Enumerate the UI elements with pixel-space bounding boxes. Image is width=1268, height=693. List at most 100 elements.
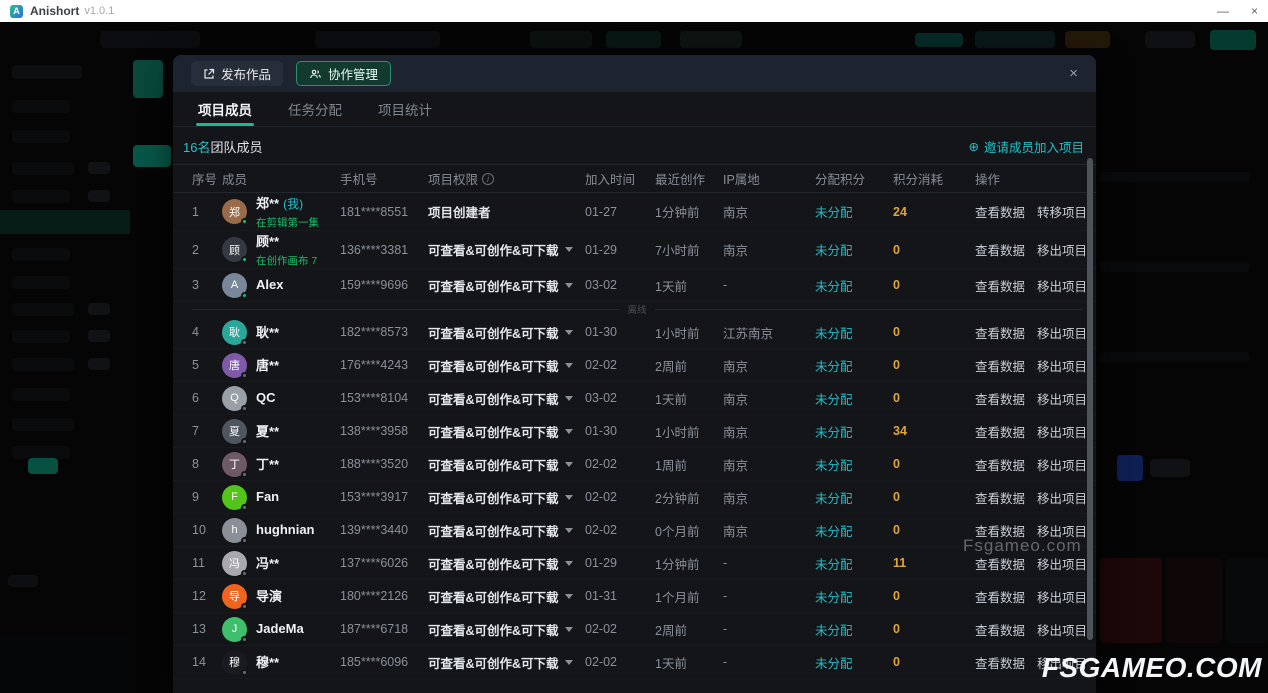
chevron-down-icon bbox=[565, 594, 573, 599]
invite-member-link[interactable]: ⊕ 邀请成员加入项目 bbox=[969, 137, 1085, 156]
tab-task-assignment[interactable]: 任务分配 bbox=[288, 92, 342, 126]
view-data-link[interactable]: 查看数据 bbox=[975, 587, 1025, 606]
remove-project-link[interactable]: 移出项目 bbox=[1037, 240, 1087, 259]
allocated-points[interactable]: 未分配 bbox=[815, 554, 893, 573]
view-data-link[interactable]: 查看数据 bbox=[975, 488, 1025, 507]
avatar: 丁 bbox=[222, 452, 247, 477]
row-number: 2 bbox=[192, 243, 222, 257]
allocated-points[interactable]: 未分配 bbox=[815, 455, 893, 474]
permission-dropdown[interactable]: 可查看&可创作&可下载 bbox=[428, 488, 585, 507]
remove-project-link[interactable]: 移出项目 bbox=[1037, 323, 1087, 342]
allocated-points[interactable]: 未分配 bbox=[815, 653, 893, 672]
minimize-button[interactable]: — bbox=[1217, 5, 1229, 17]
remove-project-link[interactable]: 移出项目 bbox=[1037, 422, 1087, 441]
ip-location: 江苏南京 bbox=[723, 323, 815, 342]
remove-project-link[interactable]: 移出项目 bbox=[1037, 587, 1087, 606]
view-data-link[interactable]: 查看数据 bbox=[975, 422, 1025, 441]
publish-work-button[interactable]: 发布作品 bbox=[191, 61, 283, 86]
remove-project-link[interactable]: 移出项目 bbox=[1037, 276, 1087, 295]
permission-dropdown[interactable]: 可查看&可创作&可下载 bbox=[428, 389, 585, 408]
actions-cell: 查看数据移出项目 bbox=[975, 276, 1087, 295]
permission-dropdown[interactable]: 可查看&可创作&可下载 bbox=[428, 620, 585, 639]
tab-project-members[interactable]: 项目成员 bbox=[198, 92, 252, 126]
recent-activity: 0个月前 bbox=[655, 521, 723, 540]
remove-project-link[interactable]: 移出项目 bbox=[1037, 389, 1087, 408]
points-consumed: 0 bbox=[893, 490, 975, 504]
join-date: 01-31 bbox=[585, 589, 655, 603]
allocated-points[interactable]: 未分配 bbox=[815, 202, 893, 221]
permission-dropdown[interactable]: 可查看&可创作&可下载 bbox=[428, 554, 585, 573]
view-data-link[interactable]: 查看数据 bbox=[975, 202, 1025, 221]
allocated-points[interactable]: 未分配 bbox=[815, 620, 893, 639]
view-data-link[interactable]: 查看数据 bbox=[975, 356, 1025, 375]
app-name: Anishort bbox=[30, 4, 79, 18]
avatar: 夏 bbox=[222, 419, 247, 444]
column-header: 序号 bbox=[192, 169, 222, 188]
scrollbar-thumb[interactable] bbox=[1087, 158, 1093, 640]
member-name-line: 夏** bbox=[256, 421, 279, 441]
modal-close-icon[interactable]: × bbox=[1065, 63, 1082, 84]
view-data-link[interactable]: 查看数据 bbox=[975, 389, 1025, 408]
allocated-points[interactable]: 未分配 bbox=[815, 276, 893, 295]
permission-dropdown[interactable]: 可查看&可创作&可下载 bbox=[428, 587, 585, 606]
member-name-block: 冯** bbox=[256, 553, 279, 573]
table-row: 8丁丁**188****3520可查看&可创作&可下载02-021周前南京未分配… bbox=[173, 448, 1096, 481]
remove-project-link[interactable]: 移出项目 bbox=[1037, 455, 1087, 474]
allocated-points[interactable]: 未分配 bbox=[815, 240, 893, 259]
permission-dropdown[interactable]: 可查看&可创作&可下载 bbox=[428, 356, 585, 375]
join-date: 02-02 bbox=[585, 655, 655, 669]
ip-location: - bbox=[723, 622, 815, 636]
allocated-points[interactable]: 未分配 bbox=[815, 488, 893, 507]
permission-dropdown[interactable]: 可查看&可创作&可下载 bbox=[428, 521, 585, 540]
ip-location: 南京 bbox=[723, 488, 815, 507]
close-window-button[interactable]: × bbox=[1251, 5, 1258, 17]
view-data-link[interactable]: 查看数据 bbox=[975, 653, 1025, 672]
chevron-down-icon bbox=[565, 528, 573, 533]
member-cell: 丁丁** bbox=[222, 452, 340, 477]
publish-work-label: 发布作品 bbox=[221, 64, 271, 83]
view-data-link[interactable]: 查看数据 bbox=[975, 554, 1025, 573]
permission-dropdown[interactable]: 可查看&可创作&可下载 bbox=[428, 455, 585, 474]
app-logo-icon: A bbox=[10, 5, 23, 18]
view-data-link[interactable]: 查看数据 bbox=[975, 276, 1025, 295]
view-data-link[interactable]: 查看数据 bbox=[975, 455, 1025, 474]
collab-manage-button[interactable]: 协作管理 bbox=[296, 61, 391, 86]
permission-dropdown[interactable]: 可查看&可创作&可下载 bbox=[428, 240, 585, 259]
remove-project-link[interactable]: 转移项目 bbox=[1037, 202, 1087, 221]
row-number: 6 bbox=[192, 391, 222, 405]
offline-dot bbox=[241, 438, 248, 445]
member-cell: 穆穆** bbox=[222, 650, 340, 675]
view-data-link[interactable]: 查看数据 bbox=[975, 240, 1025, 259]
recent-activity: 2周前 bbox=[655, 356, 723, 375]
remove-project-link[interactable]: 移出项目 bbox=[1037, 620, 1087, 639]
permission-dropdown[interactable]: 可查看&可创作&可下载 bbox=[428, 323, 585, 342]
allocated-points[interactable]: 未分配 bbox=[815, 422, 893, 441]
permission-dropdown[interactable]: 可查看&可创作&可下载 bbox=[428, 653, 585, 672]
join-date: 02-02 bbox=[585, 457, 655, 471]
remove-project-link[interactable]: 移出项目 bbox=[1037, 356, 1087, 375]
tab-project-stats[interactable]: 项目统计 bbox=[378, 92, 432, 126]
view-data-link[interactable]: 查看数据 bbox=[975, 620, 1025, 639]
member-table-body: 1郑郑**(我)在剪辑第一集181****8551项目创建者01-271分钟前南… bbox=[173, 193, 1096, 679]
divider-label: 离线 bbox=[628, 302, 647, 316]
divider-line bbox=[192, 309, 620, 310]
remove-project-link[interactable]: 移出项目 bbox=[1037, 554, 1087, 573]
ip-location: 南京 bbox=[723, 240, 815, 259]
allocated-points[interactable]: 未分配 bbox=[815, 389, 893, 408]
table-toolbar: 16名团队成员 ⊕ 邀请成员加入项目 bbox=[173, 127, 1096, 164]
row-number: 10 bbox=[192, 523, 222, 537]
remove-project-link[interactable]: 移出项目 bbox=[1037, 488, 1087, 507]
permission-dropdown[interactable]: 可查看&可创作&可下载 bbox=[428, 276, 585, 295]
column-header: 手机号 bbox=[340, 169, 428, 188]
allocated-points[interactable]: 未分配 bbox=[815, 521, 893, 540]
table-row: 10hhughnian139****3440可查看&可创作&可下载02-020个… bbox=[173, 514, 1096, 547]
allocated-points[interactable]: 未分配 bbox=[815, 587, 893, 606]
avatar: 耿 bbox=[222, 320, 247, 345]
watermark-large: FSGAMEO.COM bbox=[1042, 652, 1262, 684]
allocated-points[interactable]: 未分配 bbox=[815, 356, 893, 375]
allocated-points[interactable]: 未分配 bbox=[815, 323, 893, 342]
points-consumed: 0 bbox=[893, 358, 975, 372]
member-name-line: 耿** bbox=[256, 322, 279, 342]
view-data-link[interactable]: 查看数据 bbox=[975, 323, 1025, 342]
permission-dropdown[interactable]: 可查看&可创作&可下载 bbox=[428, 422, 585, 441]
